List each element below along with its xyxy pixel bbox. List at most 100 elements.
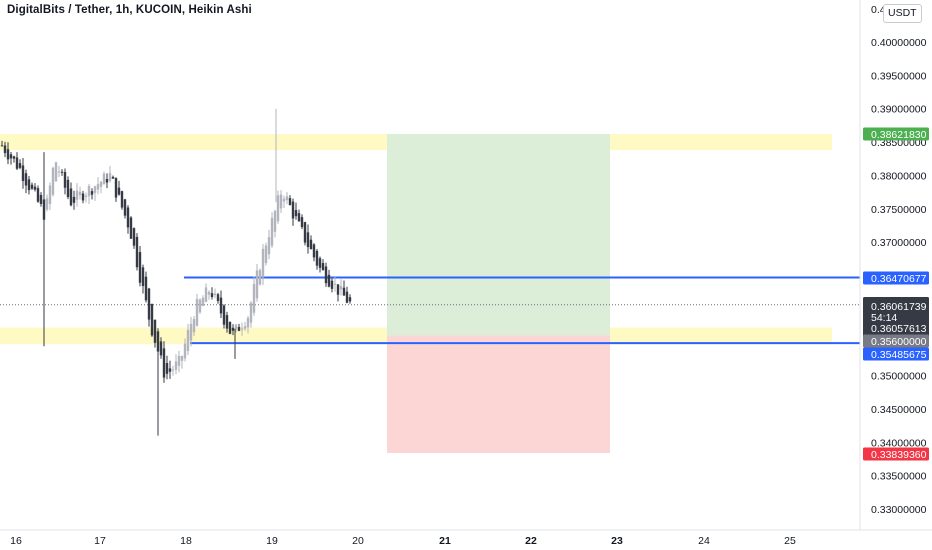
candle-body — [264, 245, 268, 264]
candle-body — [291, 201, 295, 219]
price-tick-label: 0.37500000 — [871, 204, 927, 216]
candle-body — [162, 348, 166, 378]
candle-body — [171, 369, 175, 371]
time-axis-label: 24 — [698, 535, 710, 547]
stop-price-tag: 0.33839360 — [863, 447, 929, 461]
candle-body — [261, 248, 265, 278]
candle-body — [99, 181, 103, 187]
candle-body — [135, 236, 139, 268]
candle-body — [90, 191, 94, 195]
price-tick-label: 0.39000000 — [871, 104, 927, 116]
candle-body — [141, 267, 145, 287]
candle-body — [279, 194, 283, 209]
loss-zone — [387, 335, 610, 454]
candle-body — [258, 270, 262, 285]
candle-body — [294, 210, 298, 217]
stop-price-tag-text: 0.33839360 — [871, 449, 927, 461]
candle-body — [333, 283, 337, 285]
candle-body — [192, 318, 196, 333]
candle-body — [165, 362, 169, 374]
candle-body — [108, 173, 112, 181]
candle-body — [15, 157, 19, 169]
candle-body — [216, 294, 220, 301]
candle-body — [207, 291, 211, 295]
price-tick-label-partial: 0.4 — [871, 4, 886, 16]
candle-body — [36, 188, 40, 202]
price-tick-label: 0.34500000 — [871, 404, 927, 416]
candle-body — [114, 177, 118, 198]
candle-body — [129, 217, 133, 239]
candle-body — [204, 287, 208, 302]
candle-body — [249, 302, 253, 323]
target-price-tag-text: 0.38621830 — [871, 129, 927, 141]
candle-body — [267, 237, 271, 255]
time-axis-label: 19 — [266, 535, 278, 547]
candle-body — [45, 198, 49, 210]
time-axis-label: 21 — [439, 535, 451, 547]
candle-body — [111, 176, 115, 179]
stop-price-tag-bg — [863, 447, 929, 461]
ha-close-text: 0.36057613 — [871, 323, 927, 335]
candle-body — [219, 297, 223, 314]
candle-body — [174, 361, 178, 370]
candle-body — [9, 154, 13, 159]
currency-button[interactable]: USDT — [883, 4, 922, 23]
candle-body — [147, 288, 151, 320]
candle-body — [24, 173, 28, 186]
candle-body — [126, 207, 130, 228]
candle-body — [183, 343, 187, 359]
upper-line-price-tag: 0.36470677 — [863, 271, 929, 285]
candle-body — [318, 258, 322, 268]
entry-price-tag: 0.35600000 — [863, 334, 929, 348]
price-tick-label: 0.33000000 — [871, 504, 927, 516]
candle-body — [288, 198, 292, 205]
time-axis-label: 22 — [525, 535, 537, 547]
candle-body — [51, 167, 55, 195]
candle-body — [0, 145, 4, 147]
candle-body — [18, 163, 22, 168]
candle-body — [270, 217, 274, 246]
candle-body — [246, 317, 250, 328]
candle-body — [132, 228, 136, 246]
last-price-tag-bg — [863, 297, 929, 337]
candle-body — [48, 185, 52, 205]
time-axis-label: 25 — [784, 535, 796, 547]
time-axis-label: 17 — [94, 535, 106, 547]
candle-body — [153, 319, 157, 343]
candle-body — [177, 355, 181, 366]
candle-body — [255, 270, 259, 299]
price-tick-label: 0.40000000 — [871, 37, 927, 49]
price-tick-label: 0.39500000 — [871, 70, 927, 82]
candle-body — [231, 327, 235, 331]
candle-body — [348, 297, 352, 302]
price-tick-label: 0.37000000 — [871, 237, 927, 249]
candle-body — [33, 186, 37, 190]
candle-body — [237, 326, 241, 331]
candle-body — [63, 172, 67, 188]
candle-body — [66, 179, 70, 198]
upper-line-price-tag-text: 0.36470677 — [871, 273, 927, 285]
candle-body — [213, 293, 217, 296]
candle-body — [117, 187, 121, 195]
candle-body — [342, 287, 346, 296]
candle-body — [123, 199, 127, 216]
candle-body — [222, 305, 226, 325]
candle-body — [81, 193, 85, 201]
candle-body — [78, 191, 82, 196]
candle-body — [168, 368, 172, 372]
candle-body — [306, 232, 310, 248]
candle-body — [303, 222, 307, 243]
candle-body — [189, 323, 193, 341]
last-price-text: 0.36061739 — [871, 301, 927, 313]
candle-body — [243, 326, 247, 329]
time-axis-label: 18 — [180, 535, 192, 547]
candle-body — [69, 188, 73, 206]
candle-body — [138, 252, 142, 283]
candle-body — [309, 239, 313, 250]
candle-body — [297, 213, 301, 222]
candle-body — [60, 171, 64, 173]
symbol-title: DigitalBits / Tether, 1h, KUCOIN, Heikin… — [7, 4, 252, 16]
candle-body — [6, 149, 10, 160]
